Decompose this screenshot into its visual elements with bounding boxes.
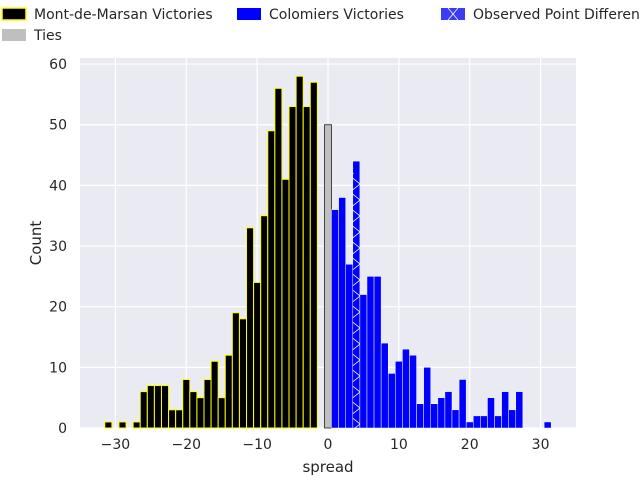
legend-item: Mont-de-Marsan Victories (1, 7, 213, 23)
colomiers-bar (501, 391, 509, 429)
colomiers-bar (423, 367, 431, 429)
mdm-bar (288, 106, 297, 429)
y-tick-label: 50 (49, 118, 67, 134)
colomiers-bar (345, 263, 354, 429)
y-tick-label: 20 (49, 300, 67, 316)
colomiers-bar (458, 379, 467, 429)
mdm-bar (153, 385, 162, 429)
mdm-bar (146, 385, 155, 429)
colomiers-bar (508, 409, 517, 429)
mdm-bar (104, 421, 113, 429)
colomiers-bar (387, 373, 396, 429)
y-axis-label: Count (27, 221, 45, 266)
mdm-bar (238, 318, 248, 429)
observed-bar (352, 173, 360, 428)
mdm-bar (267, 130, 276, 429)
colomiers-bar (416, 403, 424, 429)
colomiers-bar (437, 397, 446, 429)
mdm-bar (175, 409, 184, 429)
legend-label: Ties (33, 28, 62, 44)
mdm-bar (189, 391, 198, 429)
colomiers-bar (430, 403, 439, 429)
mdm-bar (160, 385, 170, 429)
mdm-bar (139, 391, 148, 429)
legend-item: Ties (2, 28, 62, 44)
y-tick-label: 0 (58, 421, 67, 437)
legend-swatch (1, 7, 27, 21)
mdm-bar (231, 312, 240, 429)
colomiers-bar (366, 276, 375, 429)
legend-swatch (237, 8, 261, 20)
y-tick-label: 10 (49, 360, 67, 376)
colomiers-bar (373, 276, 382, 429)
colomiers-bar (402, 348, 410, 429)
x-tick-label: −10 (242, 437, 272, 453)
colomiers-bar (480, 415, 488, 429)
y-tick-label: 30 (49, 239, 67, 255)
x-tick-label: 10 (390, 437, 408, 453)
mdm-bar (210, 360, 219, 429)
bars (104, 75, 552, 429)
colomiers-bar (487, 397, 495, 429)
mdm-bar (132, 421, 141, 429)
mdm-bar (118, 421, 127, 429)
colomiers-bar (473, 415, 481, 429)
legend-swatch (2, 29, 26, 41)
mdm-bar (246, 227, 255, 429)
legend-item: Colomiers Victories (237, 7, 404, 23)
legend: Mont-de-Marsan Victories Colomiers Victor… (1, 7, 640, 44)
colomiers-bar (465, 421, 474, 429)
colomiers-bar (331, 209, 339, 429)
mdm-bar (182, 378, 191, 429)
colomiers-bar (543, 421, 552, 429)
colomiers-bar (395, 361, 403, 429)
x-tick-label: −20 (172, 437, 202, 453)
mdm-bar (168, 409, 177, 429)
y-tick-label: 40 (49, 178, 67, 194)
colomiers-bar (380, 342, 389, 429)
colomiers-bar (409, 354, 417, 429)
mdm-bar (274, 87, 283, 429)
legend-label: Mont-de-Marsan Victories (34, 7, 213, 23)
mdm-bar (224, 354, 233, 429)
tick-labels: −30 −20 −10 0 10 20 30 0 10 20 30 40 50 60 (49, 57, 549, 453)
legend-label: Colomiers Victories (269, 7, 404, 23)
mdm-bar (196, 397, 205, 429)
mdm-bar (260, 215, 269, 429)
colomiers-bar (444, 391, 453, 429)
colomiers-bar (359, 294, 368, 429)
x-tick-label: −30 (101, 437, 131, 453)
legend-label: Observed Point Difference (473, 7, 640, 23)
mdm-bar (295, 75, 304, 429)
y-tick-label: 60 (49, 57, 67, 73)
colomiers-bar (338, 197, 346, 429)
legend-hatch-mark (447, 7, 459, 21)
mdm-bar (302, 106, 311, 429)
mdm-bar (309, 81, 318, 429)
colomiers-bar (515, 391, 524, 429)
colomiers-bar (494, 415, 502, 429)
ties-bar (324, 124, 332, 429)
x-tick-label: 20 (461, 437, 479, 453)
colomiers-bar (451, 409, 460, 429)
mdm-bar (217, 397, 226, 429)
legend-item: Observed Point Difference (441, 7, 640, 23)
mdm-bar (281, 178, 290, 429)
x-tick-label: 0 (324, 437, 333, 453)
mdm-bar (203, 378, 212, 429)
mdm-bar (253, 281, 262, 429)
x-tick-label: 30 (532, 437, 550, 453)
x-axis-label: spread (302, 458, 353, 476)
